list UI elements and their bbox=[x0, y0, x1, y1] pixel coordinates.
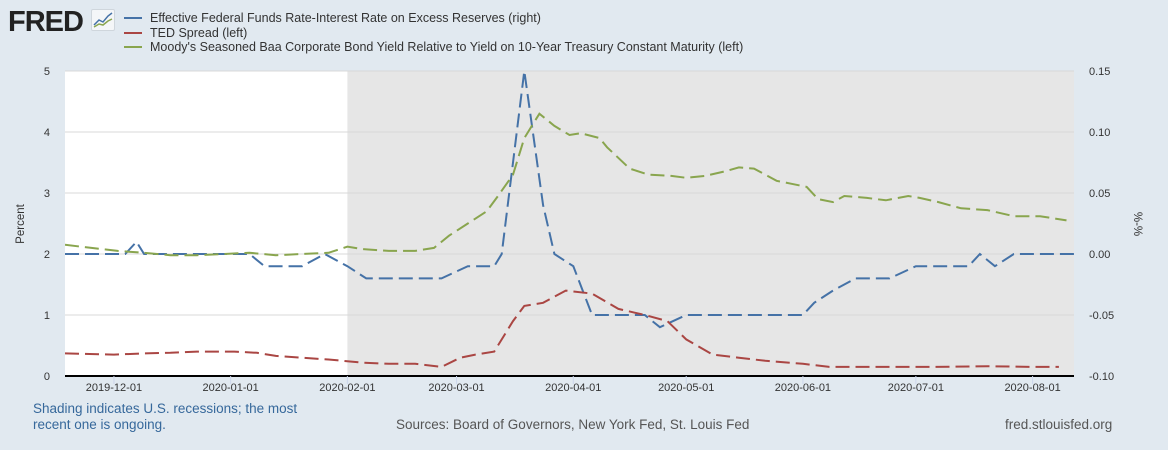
legend-item-baa-spread[interactable]: Moody's Seasoned Baa Corporate Bond Yiel… bbox=[124, 40, 743, 55]
y-axis-label-left: Percent bbox=[15, 203, 27, 243]
x-tick-label: 2019-12-01 bbox=[86, 382, 142, 394]
sources-text: Sources: Board of Governors, New York Fe… bbox=[396, 417, 750, 432]
y-axis-right: -0.10 -0.05 0.00 0.05 0.10 0.15 bbox=[1089, 66, 1114, 383]
recession-shading bbox=[347, 71, 1075, 376]
fred-logo[interactable]: FRED bbox=[8, 6, 84, 38]
y-axis-left: 0 1 2 3 4 5 bbox=[44, 66, 50, 383]
chart-legend: Effective Federal Funds Rate-Interest Ra… bbox=[124, 11, 743, 55]
legend-swatch bbox=[124, 46, 142, 49]
series-line-ted-spread bbox=[65, 289, 1059, 368]
x-axis: 2019-12-01 2020-01-01 2020-02-01 2020-03-01… bbox=[86, 376, 1061, 394]
y-tick-label-right: 0.15 bbox=[1089, 66, 1110, 78]
recession-note: Shading indicates U.S. recessions; the m… bbox=[33, 401, 298, 432]
site-link[interactable]: fred.stlouisfed.org bbox=[1005, 417, 1113, 432]
y-tick-label-left: 2 bbox=[44, 249, 50, 261]
y-tick-label-left: 0 bbox=[44, 371, 50, 383]
x-tick-label: 2020-05-01 bbox=[658, 382, 714, 394]
series-line-baa-spread bbox=[65, 112, 1067, 257]
y-tick-label-left: 5 bbox=[44, 66, 50, 78]
y-tick-label-left: 4 bbox=[44, 127, 50, 139]
legend-label: TED Spread (left) bbox=[150, 25, 248, 40]
y-tick-label-right: 0.00 bbox=[1089, 249, 1110, 261]
y-tick-label-right: 0.10 bbox=[1089, 127, 1110, 139]
y-tick-label-left: 1 bbox=[44, 310, 50, 322]
chart-line-icon bbox=[91, 9, 115, 31]
legend-label: Effective Federal Funds Rate-Interest Ra… bbox=[150, 11, 541, 25]
y-tick-label-left: 3 bbox=[44, 188, 50, 200]
legend-swatch bbox=[124, 17, 142, 20]
legend-item-ted-spread[interactable]: TED Spread (left) bbox=[124, 26, 743, 41]
y-tick-label-right: 0.05 bbox=[1089, 188, 1110, 200]
series-line-effr-ioer bbox=[65, 71, 1074, 329]
y-axis-label-right: %-% bbox=[1131, 212, 1143, 236]
y-tick-label-right: -0.10 bbox=[1089, 371, 1114, 383]
y-tick-label-right: -0.05 bbox=[1089, 310, 1114, 322]
x-tick-label: 2020-04-01 bbox=[545, 382, 601, 394]
x-tick-label: 2020-06-01 bbox=[775, 382, 831, 394]
x-tick-label: 2020-01-01 bbox=[203, 382, 259, 394]
x-tick-label: 2020-02-01 bbox=[319, 382, 375, 394]
legend-swatch bbox=[124, 31, 142, 34]
x-tick-label: 2020-03-01 bbox=[428, 382, 484, 394]
legend-label: Moody's Seasoned Baa Corporate Bond Yiel… bbox=[150, 40, 744, 54]
x-tick-label: 2020-07-01 bbox=[888, 382, 944, 394]
series-lines bbox=[65, 71, 1074, 368]
x-tick-label: 2020-08-01 bbox=[1004, 382, 1060, 394]
legend-item-effr-ioer[interactable]: Effective Federal Funds Rate-Interest Ra… bbox=[124, 11, 743, 26]
